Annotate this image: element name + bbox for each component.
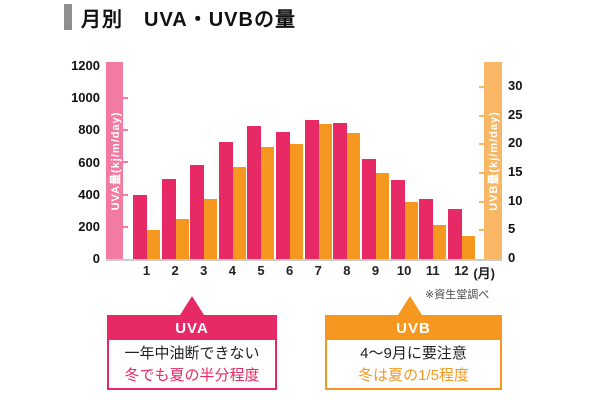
- uva-bar-month-4: [219, 142, 233, 259]
- uvb-bar-month-3: [203, 199, 217, 259]
- uva-bar-month-8: [333, 123, 347, 259]
- uva-bar-month-11: [419, 199, 433, 259]
- right-axis-labels: 0 5 10 15 20 25 30: [508, 0, 548, 400]
- right-axis-tick-label: 20: [508, 135, 523, 151]
- right-axis-tick-mark: [479, 229, 484, 231]
- right-axis-tick-mark: [479, 143, 484, 145]
- month-label-1: 1: [142, 263, 151, 278]
- right-axis-tick-label: 30: [508, 77, 523, 93]
- left-axis-tick-label: 600: [78, 154, 100, 170]
- right-axis-tick-mark: [479, 201, 484, 203]
- uvb-bar-month-11: [432, 225, 446, 259]
- uva-bar-month-7: [305, 120, 319, 259]
- title-row: 月別 UVA・UVBの量: [64, 2, 296, 32]
- right-axis-tick-mark: [479, 115, 484, 117]
- uvb-callout-pointer-icon: [398, 296, 422, 315]
- uva-callout: UVA 一年中油断できない 冬でも夏の半分程度: [107, 315, 277, 390]
- left-axis-labels: 0 200 400 600 800 1000 1200: [0, 0, 100, 400]
- left-axis-tick-label: 0: [92, 251, 100, 266]
- left-axis-tick-label: 800: [78, 122, 100, 138]
- uva-axis-unit-label: UVA量(kj/m/day): [109, 111, 122, 210]
- uva-callout-pointer-icon: [180, 296, 204, 315]
- left-axis-tick-mark: [123, 97, 128, 99]
- source-note: ※資生堂調べ: [425, 289, 490, 301]
- uvb-bar-month-7: [318, 124, 332, 259]
- left-axis-tick-mark: [123, 226, 128, 228]
- uvb-callout-line1: 4〜9月に要注意: [360, 345, 467, 362]
- bar-pair-month-8: [333, 123, 360, 259]
- uva-axis-column: UVA量(kj/m/day): [106, 62, 123, 259]
- uva-bar-month-10: [391, 180, 405, 259]
- bar-pair-month-11: [419, 199, 446, 259]
- left-axis-tick-label: 1000: [71, 90, 100, 106]
- uvb-callout-line2: 冬は夏の1/5程度: [358, 367, 469, 384]
- title-marker: [64, 4, 72, 30]
- uva-callout-line1: 一年中油断できない: [124, 345, 260, 362]
- left-axis-tick-label: 400: [78, 186, 100, 202]
- month-label-7: 7: [314, 263, 322, 278]
- month-label-11: 11: [425, 263, 440, 278]
- bar-pair-month-3: [190, 165, 217, 259]
- uvb-bar-month-5: [260, 147, 274, 259]
- uvb-axis-column: UVB量(kj/m/day): [484, 62, 502, 259]
- uva-bar-month-9: [362, 159, 376, 259]
- bar-pair-month-6: [276, 132, 303, 259]
- bar-pair-month-1: [133, 195, 160, 259]
- bar-pair-month-7: [305, 120, 332, 259]
- month-label-12: 12: [454, 263, 469, 278]
- left-axis-tick-label: 200: [78, 218, 100, 234]
- right-axis-tick-mark: [479, 172, 484, 174]
- uv-bar-chart: UVA量(kj/m/day) UVB量(kj/m/day): [106, 62, 502, 261]
- uva-callout-header: UVA: [109, 317, 275, 340]
- month-label-3: 3: [200, 263, 208, 278]
- month-label-8: 8: [343, 263, 351, 278]
- month-label-10: 10: [396, 263, 412, 278]
- uva-callout-line2: 冬でも夏の半分程度: [124, 367, 260, 384]
- uvb-bar-month-12: [461, 236, 475, 259]
- uva-bar-month-6: [276, 132, 290, 259]
- month-label-2: 2: [171, 263, 179, 278]
- right-axis-tick-mark: [479, 86, 484, 88]
- month-label-9: 9: [371, 263, 380, 278]
- uva-bar-month-3: [190, 165, 204, 259]
- bar-pair-month-2: [162, 179, 189, 259]
- bar-pair-month-9: [362, 159, 389, 259]
- right-axis-tick-label: 10: [508, 192, 523, 208]
- month-axis-unit: (月): [473, 266, 495, 281]
- uvb-callout-header: UVB: [327, 317, 500, 340]
- uvb-callout-body: 4〜9月に要注意 冬は夏の1/5程度: [327, 340, 500, 387]
- month-axis-labels: 1 2 3 4 5 6 7 8 9 10 11 12 (月): [106, 263, 526, 283]
- month-label-5: 5: [257, 263, 265, 278]
- uvb-bar-month-2: [175, 219, 189, 259]
- left-axis-tick-mark: [123, 161, 128, 163]
- left-axis-tick-mark: [123, 129, 128, 131]
- right-axis-tick-label: 25: [508, 106, 523, 122]
- right-axis-tick-label: 15: [508, 163, 523, 179]
- left-axis-tick-label: 1200: [71, 58, 100, 73]
- uva-bar-month-5: [247, 126, 261, 259]
- uva-bar-month-1: [133, 195, 147, 259]
- page-title: 月別 UVA・UVBの量: [81, 8, 296, 31]
- left-axis-tick-mark: [123, 194, 128, 196]
- uvb-bar-month-9: [375, 173, 389, 259]
- month-label-6: 6: [285, 263, 294, 278]
- right-axis-tick-label: 5: [508, 221, 516, 237]
- bar-pair-month-10: [391, 180, 418, 259]
- uva-callout-body: 一年中油断できない 冬でも夏の半分程度: [109, 340, 275, 387]
- uvb-bar-month-8: [346, 133, 360, 259]
- right-axis-tick-label: 0: [508, 250, 516, 265]
- month-label-4: 4: [228, 263, 236, 278]
- bar-pair-month-12: [448, 209, 475, 259]
- uvb-callout: UVB 4〜9月に要注意 冬は夏の1/5程度: [325, 315, 502, 390]
- uvb-axis-unit-label: UVB量(kj/m/day): [488, 110, 500, 211]
- uvb-bar-month-6: [289, 144, 303, 259]
- bar-pair-month-4: [219, 142, 246, 259]
- uva-bar-month-2: [162, 179, 176, 259]
- uva-bar-month-12: [448, 209, 462, 259]
- uvb-bar-month-1: [146, 230, 160, 259]
- uvb-bar-month-10: [404, 202, 418, 259]
- uvb-bar-month-4: [232, 167, 246, 259]
- bar-pair-month-5: [247, 126, 274, 259]
